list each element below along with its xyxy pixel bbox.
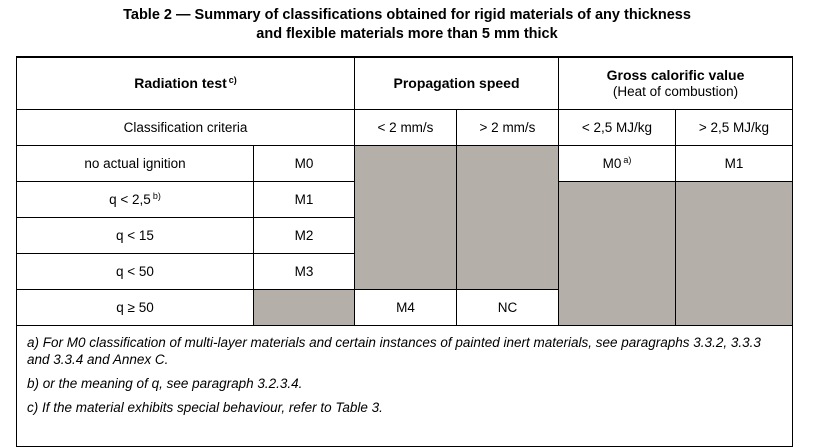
prop-low-result: M4 — [354, 288, 457, 326]
calorific-high-header: > 2,5 MJ/kg — [675, 108, 793, 146]
prop-speed-low-header: < 2 mm/s — [354, 108, 457, 146]
header-row: Radiation test c) Propagation speed Gross… — [16, 56, 793, 110]
note-a: a) For M0 classification of multi-layer … — [27, 334, 761, 367]
table-row: q < 50 M3 — [16, 252, 793, 290]
note-c: c) If the material exhibits special beha… — [27, 399, 383, 415]
heat-of-combustion-subheader: (Heat of combustion) — [612, 84, 739, 100]
class-cell: M0 — [253, 144, 355, 182]
criterion-footnote-ref: b) — [152, 191, 161, 201]
propagation-speed-header: Propagation speed — [354, 56, 559, 110]
gross-calorific-value-header: Gross calorific value (Heat of combustio… — [558, 56, 793, 110]
class-cell-grey — [253, 288, 355, 326]
table-row: q < 15 M2 — [16, 216, 793, 254]
notes-cell: a) For M0 classification of multi-layer … — [16, 324, 793, 447]
calorific-low-header: < 2,5 MJ/kg — [558, 108, 676, 146]
class-cell: M2 — [253, 216, 355, 254]
class-cell: M3 — [253, 252, 355, 290]
criterion-cell: q ≥ 50 — [16, 288, 254, 326]
grey-block-cal-high — [675, 180, 793, 326]
caption-line-2: and flexible materials more than 5 mm th… — [256, 26, 558, 42]
radiation-test-footnote-ref: c) — [228, 75, 237, 86]
calorific-low-result: M0 a) — [558, 144, 676, 182]
criterion-cell: q < 15 — [16, 216, 254, 254]
class-cell: M1 — [253, 180, 355, 218]
criteria-row: Classification criteria < 2 mm/s > 2 mm/… — [16, 108, 793, 146]
grey-block-prop-low — [354, 144, 457, 290]
calorific-high-result: M1 — [675, 144, 793, 182]
criterion-cell: q < 50 — [16, 252, 254, 290]
calorific-footnote-ref: a) — [623, 155, 632, 165]
table-row: q < 2,5 b) M1 — [16, 180, 793, 326]
table-row: q ≥ 50 M4 NC — [16, 288, 793, 326]
classification-criteria-label: Classification criteria — [16, 108, 355, 146]
criterion-cell: no actual ignition — [16, 144, 254, 182]
caption-line-1: Table 2 — Summary of classifications obt… — [123, 7, 691, 23]
grey-block-prop-high — [456, 144, 559, 290]
table-caption: Table 2 — Summary of classifications obt… — [0, 6, 814, 44]
prop-high-result: NC — [456, 288, 559, 326]
table-row: no actual ignition M0 M0 a) M1 — [16, 144, 793, 290]
prop-speed-high-header: > 2 mm/s — [456, 108, 559, 146]
radiation-test-header: Radiation test c) — [16, 56, 355, 110]
notes-row: a) For M0 classification of multi-layer … — [16, 324, 793, 447]
note-b: b) or the meaning of q, see paragraph 3.… — [27, 375, 303, 391]
grey-block-cal-low — [558, 180, 676, 326]
criterion-cell: q < 2,5 b) — [16, 180, 254, 218]
classification-table: Radiation test c) Propagation speed Gross… — [16, 56, 793, 447]
